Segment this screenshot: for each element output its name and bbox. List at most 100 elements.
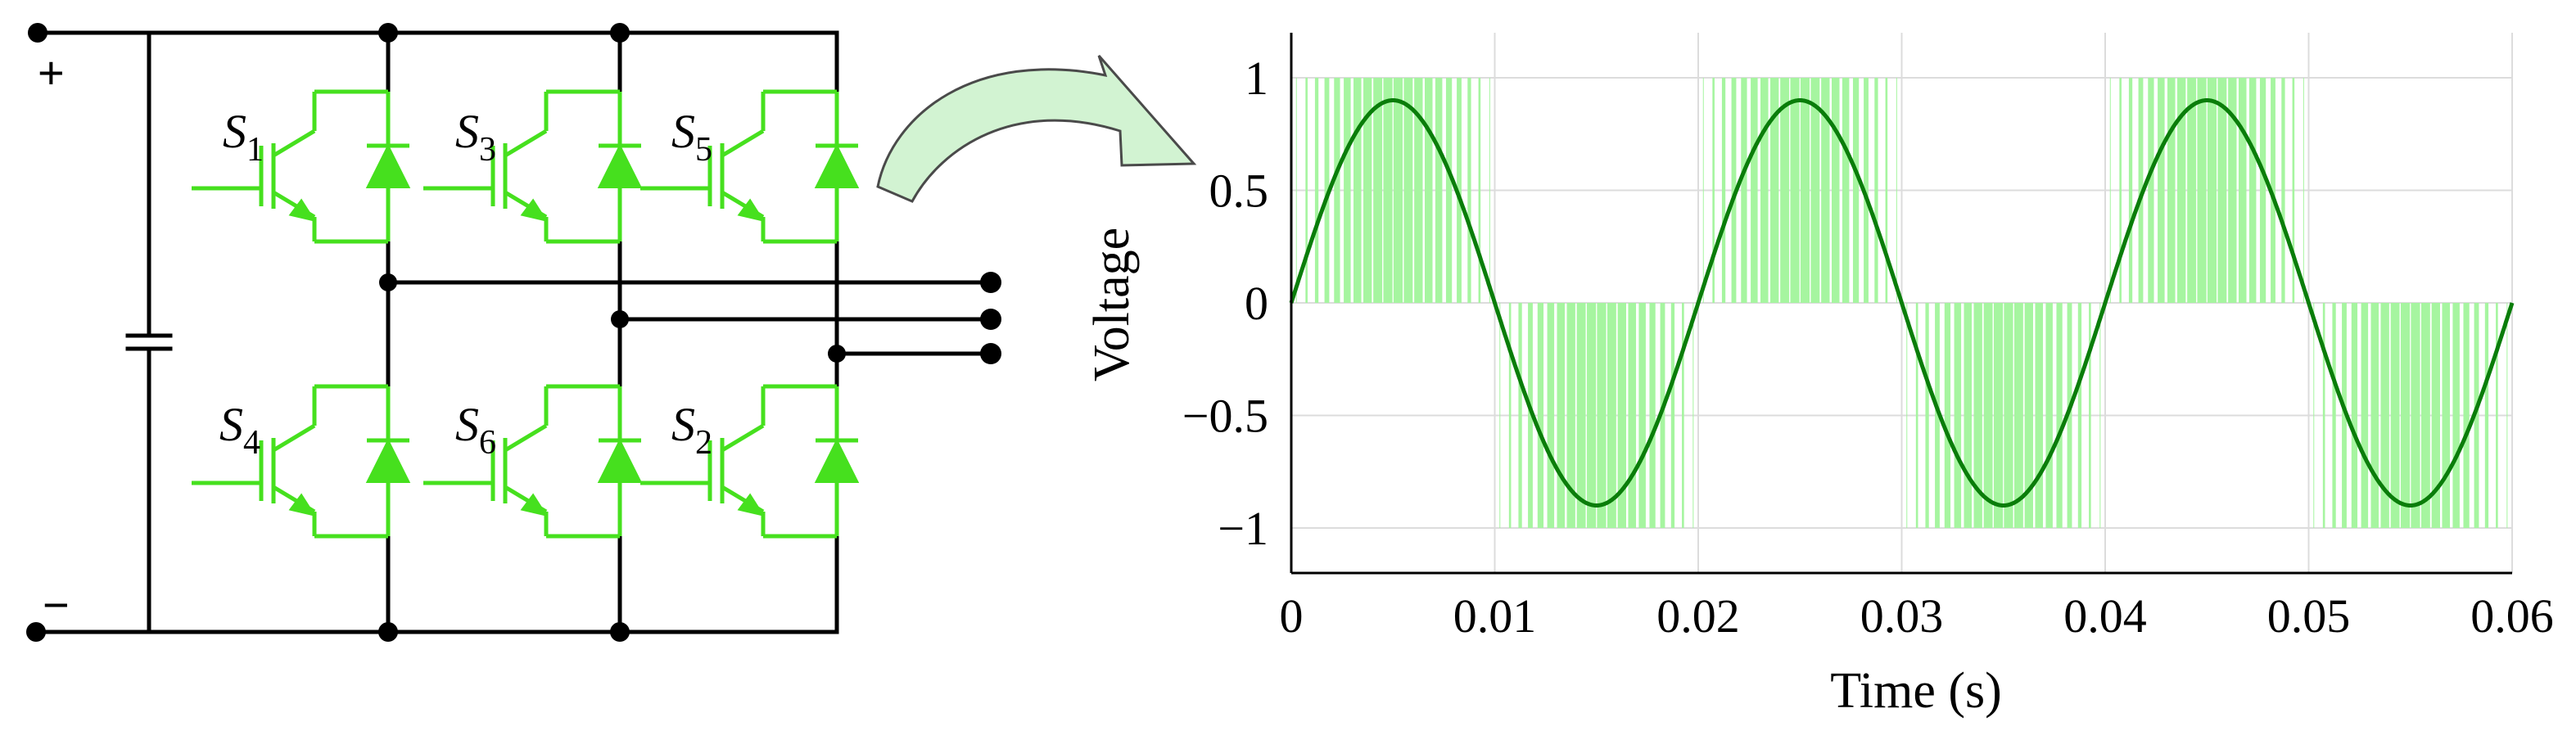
pwm-pulse — [1692, 303, 1694, 528]
pwm-pulse — [1770, 78, 1779, 303]
pwm-pulse — [2259, 78, 2266, 303]
pwm-pulse — [1649, 303, 1656, 528]
pwm-pulse — [1334, 78, 1340, 303]
switch-label-s6: S6 — [455, 398, 496, 462]
x-tick-label: 0.02 — [1656, 589, 1740, 643]
pwm-pulse — [1528, 303, 1533, 528]
pwm-pulse — [1499, 303, 1501, 528]
pwm-pulse — [2351, 303, 2358, 528]
pwm-pulse — [1800, 78, 1810, 303]
switch-label-s5: S5 — [671, 105, 712, 169]
output-terminal-b — [980, 309, 1001, 330]
switch-label-s2: S2 — [671, 398, 712, 462]
pwm-pulse — [2077, 303, 2082, 528]
x-tick-label: 0.04 — [2063, 589, 2147, 643]
pwm-pulse — [1885, 78, 1888, 303]
negative-rail — [34, 534, 839, 634]
pwm-pulse — [1944, 303, 1951, 528]
pwm-pulse — [1983, 303, 1993, 528]
pwm-pulse — [2024, 303, 2033, 528]
pwm-pulse — [1935, 303, 1940, 528]
positive-terminal-label: + — [38, 47, 65, 98]
pwm-pulse — [1712, 78, 1715, 303]
switch-label-s1: S1 — [223, 105, 264, 169]
pwm-pulse — [1576, 303, 1586, 528]
pwm-pulse — [1896, 78, 1897, 303]
pwm-pulse — [1586, 303, 1597, 528]
pwm-pulse — [1617, 303, 1626, 528]
pwm-pulse — [2506, 303, 2508, 528]
pwm-pulse — [1457, 78, 1462, 303]
pwm-pulse — [2292, 78, 2295, 303]
junction-dots — [26, 23, 846, 642]
x-tick-label: 0 — [1280, 589, 1304, 643]
pwm-pulse — [2128, 78, 2133, 303]
pwm-pulse — [2474, 303, 2479, 528]
pwm-pulse — [2187, 78, 2197, 303]
pwm-pulse — [2452, 303, 2460, 528]
pwm-pulse — [1467, 78, 1471, 303]
pwm-pulse — [1925, 303, 1929, 528]
pwm-pulse — [1682, 303, 1684, 528]
y-tick-labels: 1 0.5 0 −0.5 −1 — [1182, 52, 1268, 555]
pwm-pulse — [2035, 303, 2044, 528]
pwm-pulse — [2109, 78, 2111, 303]
pwm-pulse — [1324, 78, 1330, 303]
pwm-pulse — [1363, 78, 1372, 303]
y-tick-label: −0.5 — [1182, 390, 1268, 443]
pwm-pulse — [1478, 78, 1481, 303]
pwm-pulse — [1852, 78, 1860, 303]
pwm-pulse — [2099, 303, 2101, 528]
pwm-pulse — [1831, 78, 1840, 303]
pwm-pulse — [2056, 303, 2063, 528]
pwm-pulse — [1353, 78, 1362, 303]
pwm-pulse — [2228, 78, 2237, 303]
pwm-pulse — [1993, 303, 2004, 528]
pwm-pulse — [1383, 78, 1393, 303]
pwm-pulse — [2197, 78, 2207, 303]
x-tick-label: 0.01 — [1453, 589, 1537, 643]
pwm-pulse — [1489, 78, 1490, 303]
pwm-pulse — [1314, 78, 1319, 303]
y-tick-label: −1 — [1218, 502, 1268, 555]
pwm-pulse — [2390, 303, 2400, 528]
positive-rail — [35, 30, 839, 94]
pwm-pulse — [2463, 303, 2470, 528]
pwm-pulse — [1445, 78, 1453, 303]
y-tick-label: 0.5 — [1209, 165, 1269, 218]
pwm-pulse — [1557, 303, 1566, 528]
pwm-pulse — [2207, 78, 2217, 303]
dc-link-capacitor — [125, 30, 173, 634]
pwm-pulse — [1741, 78, 1747, 303]
pwm-pulse — [1424, 78, 1433, 303]
pwm-pulse — [1638, 303, 1646, 528]
chart-axes — [1290, 33, 2512, 575]
pwm-pulse — [1702, 78, 1704, 303]
curved-arrow — [876, 55, 1197, 203]
pwm-pulse — [2313, 303, 2315, 528]
pwm-pulse — [2431, 303, 2440, 528]
output-terminal-c — [980, 343, 1001, 364]
pwm-pulse — [1435, 78, 1443, 303]
inverter-circuit: + − S1 — [26, 23, 1001, 642]
pwm-pulse — [1628, 303, 1637, 528]
pwm-pulse — [1906, 303, 1908, 528]
pwm-pulse — [1566, 303, 1575, 528]
pwm-pulse — [1874, 78, 1878, 303]
pwm-pulse — [1393, 78, 1403, 303]
pwm-pulse — [2045, 303, 2053, 528]
pwm-pulse — [1842, 78, 1850, 303]
pwm-pulse — [1373, 78, 1383, 303]
pwm-pulse — [1607, 303, 1616, 528]
pwm-pulse — [1760, 78, 1769, 303]
pwm-pulse — [1305, 78, 1308, 303]
pwm-pulse — [1751, 78, 1758, 303]
switch-label-s3: S3 — [455, 105, 496, 169]
x-tick-label: 0.03 — [1860, 589, 1944, 643]
pwm-pulse — [1414, 78, 1423, 303]
pwm-pulse — [2370, 303, 2379, 528]
pwm-pulse — [1670, 303, 1675, 528]
pwm-pulse — [1721, 78, 1726, 303]
pwm-pulse — [1537, 303, 1544, 528]
